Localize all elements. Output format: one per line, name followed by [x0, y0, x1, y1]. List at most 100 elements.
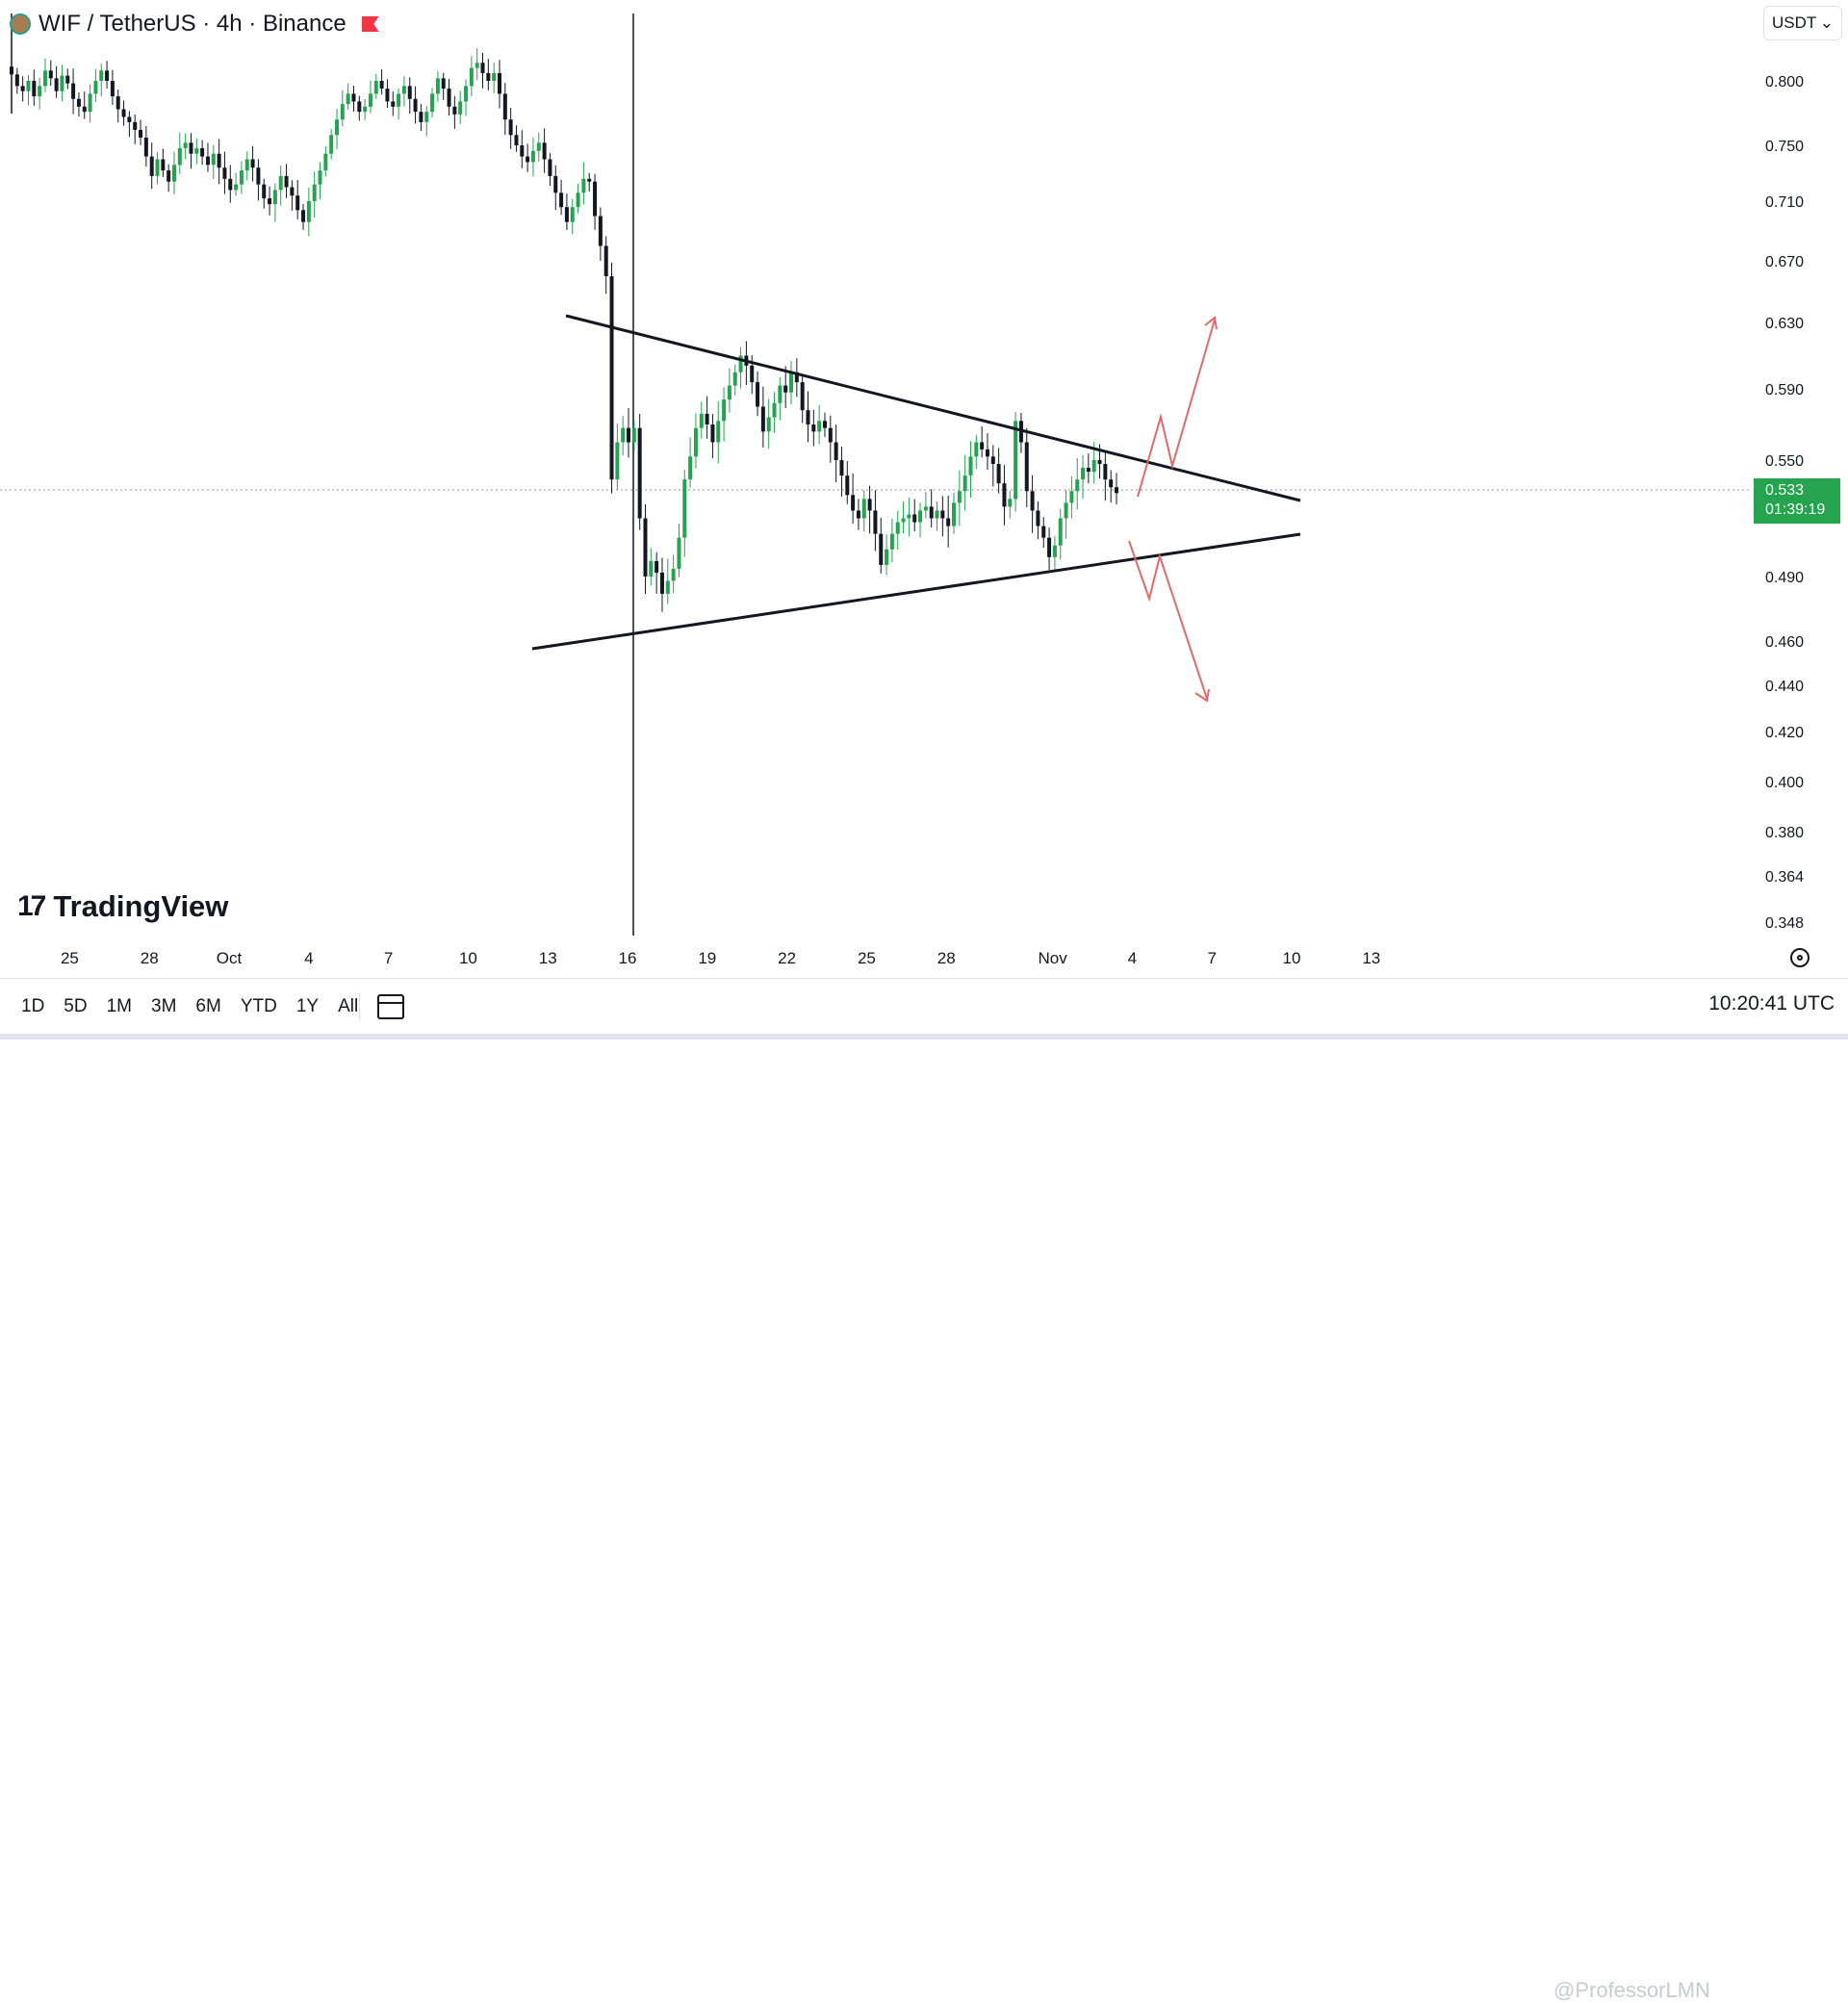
candle-body [1091, 460, 1096, 473]
time-range-buttons: 1D 5D 1M 3M 6M YTD 1Y All [12, 979, 368, 1035]
price-tick-label: 0.460 [1765, 634, 1804, 651]
candle-body [65, 75, 70, 84]
candle-body [1097, 460, 1102, 465]
time-tick-label: 10 [1283, 949, 1301, 967]
candle-body [1069, 491, 1074, 503]
candle-body [806, 410, 810, 424]
time-tick-label: 16 [619, 949, 637, 967]
candle-body [654, 560, 659, 573]
candle-body [244, 159, 249, 171]
price-chart[interactable]: 0.800 0.750 0.710 0.670 0.630 0.590 0.550 0.490… [0, 0, 1848, 978]
candle-body [710, 424, 715, 443]
candle-body [576, 193, 580, 208]
time-axis[interactable]: 222528Oct4710131619222528Nov471013 [0, 949, 1380, 967]
candle-body [469, 67, 474, 87]
chart-header: WIF / TetherUS · 4h · Binance [10, 8, 379, 40]
candle-body [234, 184, 239, 191]
candle-body [885, 549, 889, 565]
candle-body [861, 499, 866, 519]
gear-icon[interactable] [1790, 948, 1810, 967]
time-tick-label: 4 [1128, 949, 1137, 967]
time-tick-label: 19 [698, 949, 716, 967]
candle-body [99, 70, 104, 81]
candle-body [486, 72, 491, 81]
candle-body [990, 456, 995, 465]
candle-body [492, 72, 497, 81]
candle-body [105, 70, 110, 81]
flag-icon[interactable] [361, 16, 379, 32]
currency-select[interactable]: USDT ⌄ [1763, 6, 1842, 40]
candle-body [26, 81, 31, 91]
candle-body [211, 153, 216, 166]
candle-body [851, 495, 856, 511]
candle-body [508, 119, 513, 136]
candle-body [1075, 479, 1080, 492]
range-button-1y[interactable]: 1Y [295, 996, 320, 1016]
candle-body [587, 178, 592, 182]
candle-body [581, 178, 586, 193]
current-price-value: 0.533 [1765, 482, 1805, 499]
candle-body [205, 156, 210, 166]
candle-body [693, 427, 698, 457]
range-button-1d[interactable]: 1D [21, 996, 45, 1016]
candle-body [705, 413, 709, 424]
candle-body [464, 86, 469, 102]
candle-body [189, 142, 193, 154]
candle-body [200, 147, 205, 157]
candle-body [682, 479, 687, 538]
price-tick-label: 0.670 [1765, 254, 1804, 270]
candle-body [929, 506, 934, 519]
candle-body [783, 385, 788, 393]
price-axis[interactable]: 0.800 0.750 0.710 0.670 0.630 0.590 0.550 0.490… [1765, 74, 1804, 932]
candle-body [621, 427, 626, 443]
candle-body [940, 510, 945, 519]
price-tick-label: 0.590 [1765, 382, 1804, 398]
candle-body [1081, 468, 1086, 480]
calendar-goto-icon[interactable] [377, 994, 404, 1019]
candle-body [340, 104, 345, 120]
candle-body [76, 98, 81, 107]
candle-body [222, 167, 227, 179]
candle-body [1002, 483, 1007, 507]
candle-body [1036, 510, 1040, 526]
candle-body [794, 372, 799, 383]
candle-body [502, 93, 507, 120]
range-button-all[interactable]: All [338, 996, 359, 1016]
candle-body [559, 193, 564, 208]
candle-body [177, 147, 182, 166]
candle-body [665, 580, 670, 594]
range-button-6m[interactable]: 6M [195, 996, 221, 1016]
range-button-ytd[interactable]: YTD [240, 996, 277, 1016]
candle-body [659, 572, 664, 594]
candle-body [811, 424, 816, 432]
tradingview-logo[interactable]: 17 TradingView [17, 889, 228, 924]
candle-body [968, 456, 973, 476]
symbol-title[interactable]: WIF / TetherUS · 4h · Binance [38, 11, 346, 37]
range-button-1m[interactable]: 1M [106, 996, 132, 1016]
candle-body [217, 153, 221, 168]
candle-body [334, 119, 339, 136]
candle-body [603, 245, 608, 276]
candle-body [127, 116, 132, 122]
candle-body [520, 145, 525, 157]
range-button-5d[interactable]: 5D [64, 996, 88, 1016]
candle-body [637, 427, 642, 519]
candle-body [272, 190, 277, 205]
candle-body [526, 156, 530, 163]
candle-body [121, 109, 126, 117]
candle-body [962, 475, 967, 492]
candle-body [688, 456, 693, 480]
candle-body [306, 201, 311, 222]
time-tick-label: 13 [539, 949, 557, 967]
candle-body [54, 78, 59, 91]
candle-body [430, 93, 435, 113]
candle-body [368, 93, 372, 107]
candle-body [699, 413, 704, 428]
candle-body [268, 198, 272, 205]
candle-body [615, 442, 620, 480]
utc-clock[interactable]: 10:20:41 UTC [1708, 992, 1835, 1014]
candle-body [671, 568, 676, 581]
range-button-3m[interactable]: 3M [151, 996, 177, 1016]
candle-body [329, 135, 334, 154]
candle-body [873, 510, 878, 534]
